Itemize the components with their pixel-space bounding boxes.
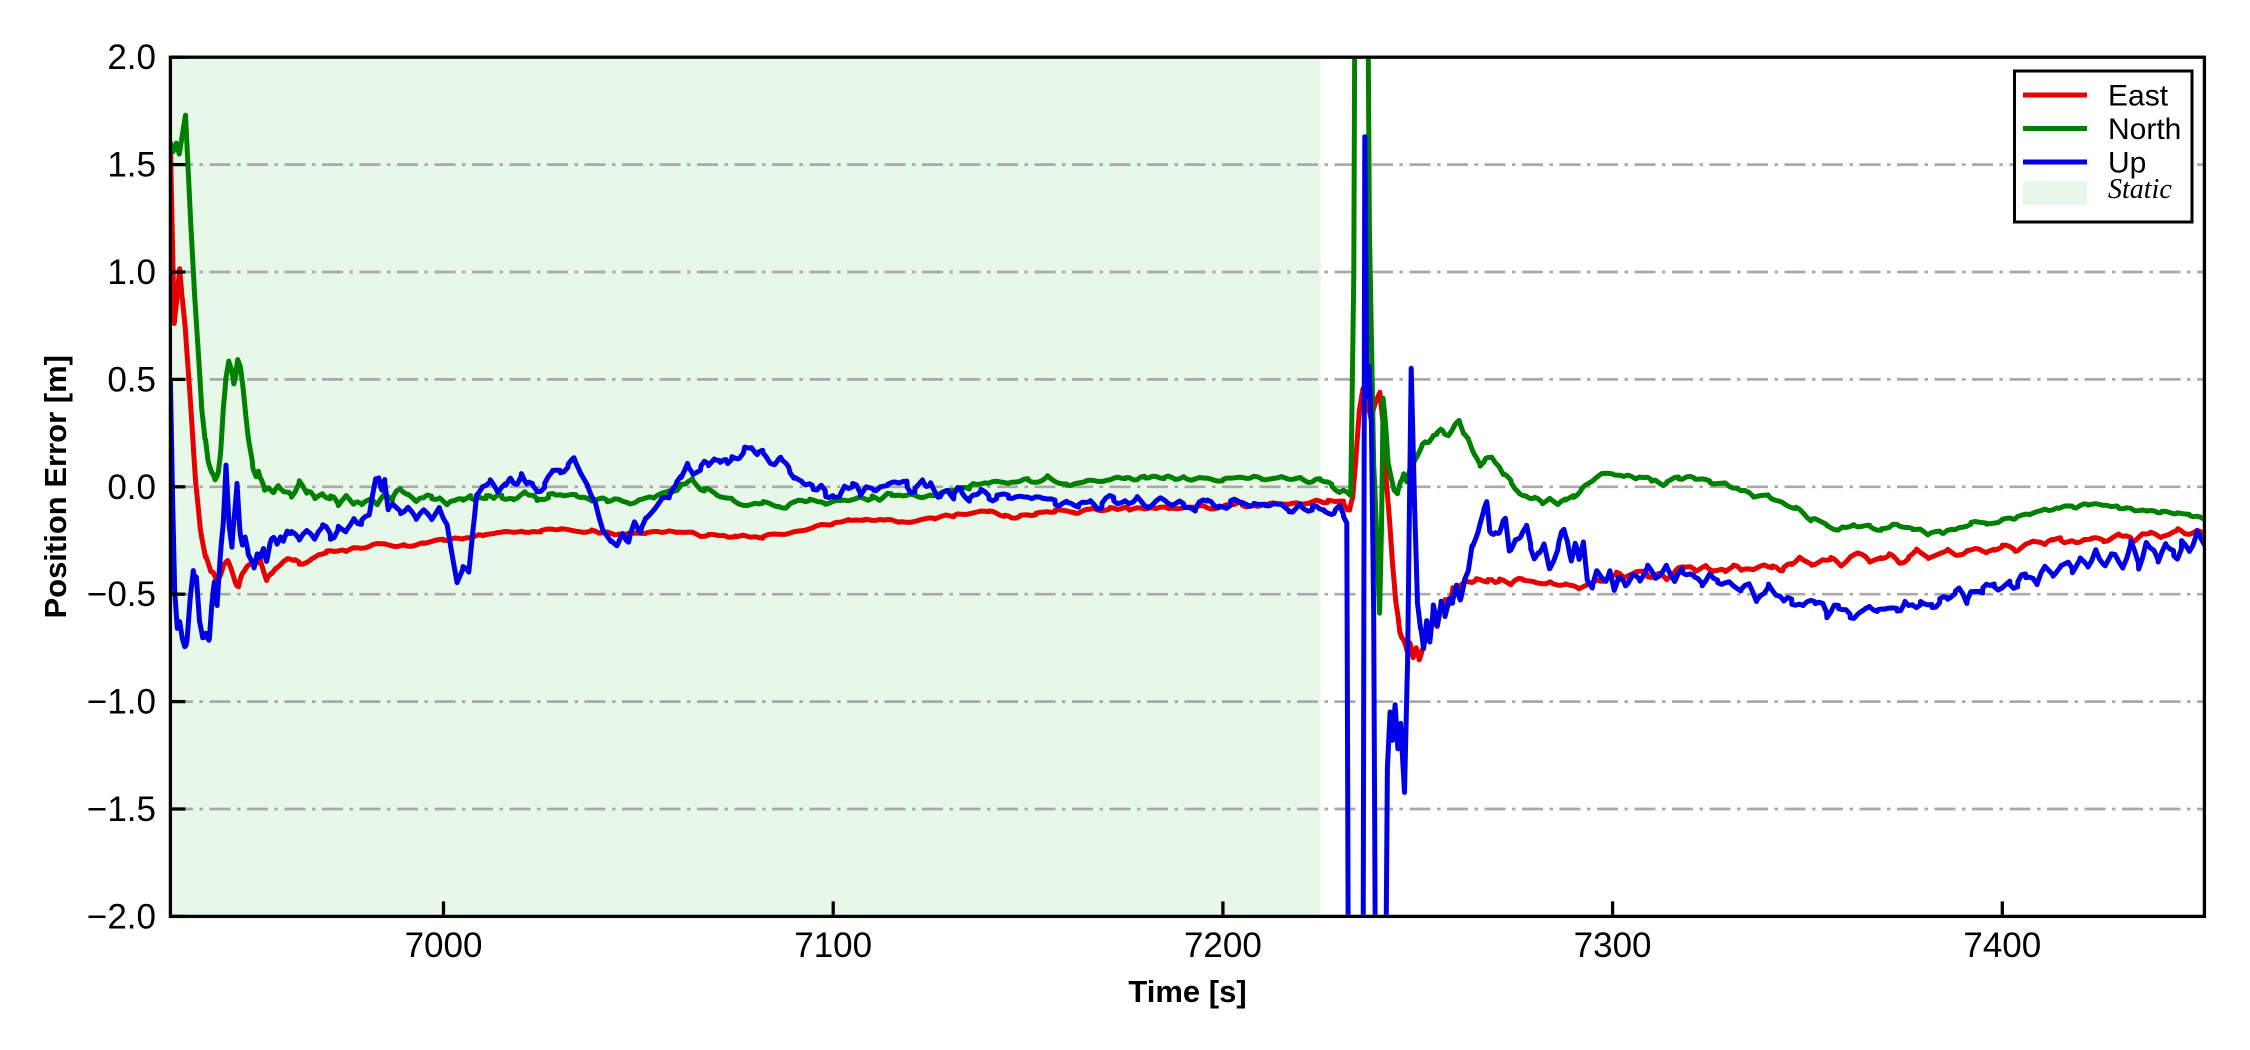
svg-text:7000: 7000 (405, 926, 483, 965)
svg-text:1.5: 1.5 (107, 146, 156, 185)
svg-text:0.5: 0.5 (107, 360, 156, 399)
svg-text:East: East (2108, 80, 2169, 113)
svg-text:−0.5: −0.5 (87, 575, 156, 614)
svg-text:Static: Static (2108, 174, 2172, 205)
svg-text:2.0: 2.0 (107, 38, 156, 77)
svg-text:−1.5: −1.5 (87, 790, 156, 829)
svg-text:7400: 7400 (1963, 926, 2041, 965)
svg-text:−1.0: −1.0 (87, 683, 156, 722)
svg-text:Up: Up (2108, 147, 2146, 180)
svg-text:7100: 7100 (794, 926, 872, 965)
svg-text:Time [s]: Time [s] (1128, 974, 1246, 1009)
svg-text:7300: 7300 (1574, 926, 1652, 965)
svg-text:Position Error [m]: Position Error [m] (38, 355, 73, 619)
svg-text:1.0: 1.0 (107, 253, 156, 292)
svg-text:North: North (2108, 113, 2181, 146)
svg-text:−2.0: −2.0 (87, 897, 156, 936)
svg-text:0.0: 0.0 (107, 468, 156, 507)
svg-text:7200: 7200 (1184, 926, 1262, 965)
